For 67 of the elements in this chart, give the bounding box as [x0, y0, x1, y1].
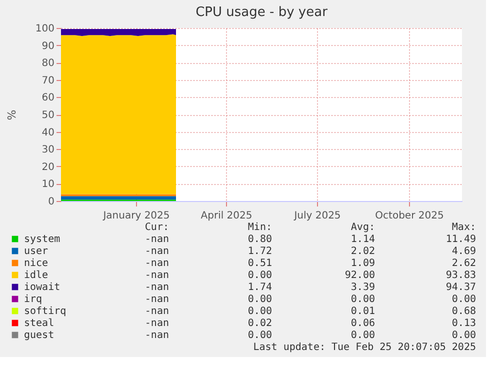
text: -nan — [144, 258, 169, 269]
text: 92.00 — [344, 270, 375, 281]
legend-label: iowait — [24, 282, 60, 293]
legend-label: nice — [24, 258, 48, 269]
text: 2.62 — [452, 258, 476, 269]
text: -nan — [144, 294, 169, 305]
x-tick-label: January 2025 — [102, 210, 170, 222]
text: Max: — [452, 222, 476, 233]
text: 1.72 — [248, 246, 272, 257]
legend-label: steal — [24, 318, 54, 329]
y-tick-label: 50 — [42, 110, 54, 121]
y-axis-title: % — [5, 110, 18, 120]
legend-label: idle — [24, 270, 48, 281]
y-tick-label: 30 — [42, 144, 54, 156]
text: -nan — [144, 318, 169, 329]
y-tick-label: 100 — [35, 24, 54, 34]
text: 0.13 — [452, 318, 476, 329]
legend-label: softirq — [24, 306, 66, 317]
text: 1.74 — [248, 282, 272, 293]
y-tick-label: 10 — [42, 179, 54, 190]
y-tick-label: 80 — [42, 58, 54, 70]
text: 11.49 — [446, 234, 476, 245]
text: 0.68 — [452, 306, 476, 317]
text: 0.02 — [248, 318, 272, 329]
text: 0.06 — [350, 318, 375, 329]
legend-label: guest — [24, 330, 54, 341]
legend-label: user — [24, 246, 48, 257]
legend-label: system — [24, 234, 60, 245]
text: 1.09 — [350, 258, 375, 269]
text: -nan — [144, 234, 169, 245]
text: 3.39 — [350, 282, 375, 293]
text: 0.51 — [248, 258, 272, 269]
y-tick-label: 60 — [42, 92, 54, 104]
x-tick-label: April 2025 — [200, 210, 252, 222]
text: 0.00 — [452, 330, 476, 341]
text: -nan — [144, 306, 169, 317]
text: -nan — [144, 246, 169, 257]
y-tick-label: 0 — [48, 196, 54, 208]
text: 0.00 — [350, 294, 375, 305]
text: 0.00 — [248, 330, 272, 341]
text: -nan — [144, 270, 169, 281]
text: 0.00 — [248, 306, 272, 317]
text: 0.80 — [248, 234, 272, 245]
text: 0.01 — [350, 306, 375, 317]
text: Avg: — [350, 222, 375, 233]
text: -nan — [144, 330, 169, 341]
x-tick-label: July 2025 — [293, 210, 341, 222]
y-tick-label: 70 — [42, 75, 54, 86]
y-tick-label: 40 — [42, 127, 54, 138]
text: 93.83 — [446, 270, 476, 281]
text: Cur: — [144, 222, 169, 233]
text: 4.69 — [452, 246, 476, 257]
text: 0.00 — [248, 294, 272, 305]
text: Last update: Tue Feb 25 20:07:05 2025 — [253, 342, 476, 353]
text: 2.02 — [350, 246, 375, 257]
text: 0.00 — [350, 330, 375, 341]
text: 0.00 — [248, 270, 272, 281]
y-tick-label: 20 — [42, 162, 54, 173]
text: Min: — [248, 222, 272, 233]
text: 0.00 — [452, 294, 476, 305]
text: -nan — [144, 282, 169, 293]
x-tick-label: October 2025 — [375, 210, 444, 222]
text: 94.37 — [446, 282, 476, 293]
legend-label: irq — [24, 294, 42, 305]
text: 1.14 — [350, 234, 375, 245]
chart-title: CPU usage - by year — [196, 5, 328, 20]
y-tick-label: 90 — [42, 40, 54, 52]
